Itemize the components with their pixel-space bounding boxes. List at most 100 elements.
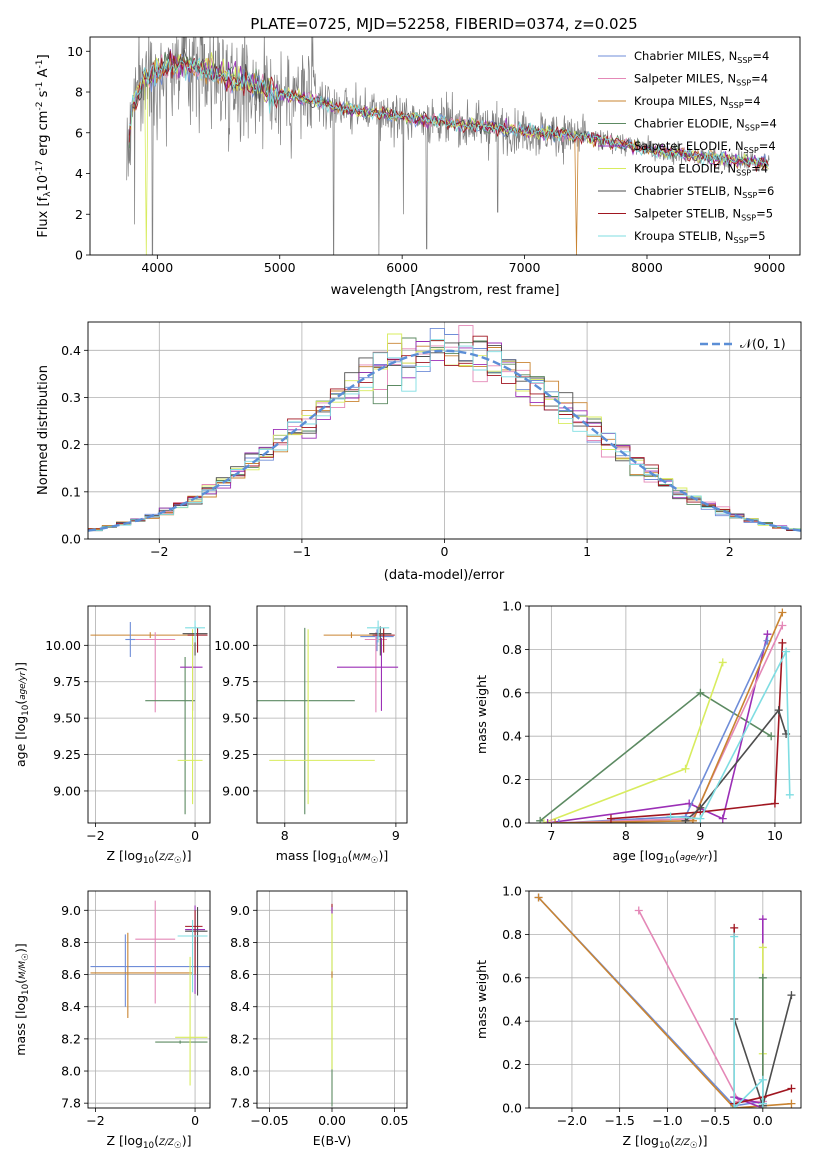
x-tick-label: 4000	[141, 260, 173, 275]
weight-marker	[758, 915, 767, 924]
y-tick-label: 8.0	[230, 1064, 250, 1079]
y-tick-label: 0.0	[502, 1101, 522, 1116]
weight-marker	[536, 816, 545, 823]
weight-marker	[634, 906, 643, 915]
y-tick-label: 0.2	[502, 772, 522, 787]
weight-marker	[718, 658, 727, 667]
weight-marker	[718, 814, 727, 823]
weight-marker	[787, 991, 796, 1000]
legend-entry: Salpeter STELIB, NSSP=5	[634, 207, 773, 223]
weight-marker	[696, 688, 705, 697]
x-tick-label: −1	[293, 544, 311, 559]
weight-marker	[666, 812, 675, 821]
legend-entry: Chabrier STELIB, NSSP=6	[634, 184, 774, 200]
weight-series	[684, 708, 787, 822]
x-tick-label: −2.0	[557, 1113, 587, 1128]
weight-series	[537, 896, 792, 1108]
y-axis-label-group: Flux [fλ10-17 erg cm-2 s-1 A-1]	[35, 54, 53, 237]
x-tick-label: −0.05	[250, 1113, 288, 1128]
x-axis-label: Z [log10(Z/Z☉)]	[106, 848, 191, 866]
x-tick-label: 9000	[753, 260, 785, 275]
x-axis-label: (data-model)/error	[384, 568, 505, 583]
axes-frame	[87, 605, 211, 824]
weight-marker	[534, 893, 543, 902]
y-tick-label: 8.8	[61, 935, 81, 950]
model-spectrum	[128, 57, 769, 167]
plot-area	[536, 608, 794, 823]
x-tick-label: −2	[150, 544, 168, 559]
x-axis-label: age [log10(age/yr)]	[612, 848, 717, 866]
y-tick-label: 0.0	[502, 816, 522, 831]
y-tick-label: 8.2	[230, 1031, 250, 1046]
y-tick-label: 0.2	[502, 1057, 522, 1072]
x-tick-label: 8000	[631, 260, 663, 275]
mass-vs-ebv-panel: −0.05 0.00 0.05 7.8 8.0 8.2 8.4 8.6 8.8 9.0 E(B-V)	[230, 890, 408, 1148]
x-tick-label: −1.5	[604, 1113, 634, 1128]
grid	[257, 606, 407, 823]
weight-marker	[758, 1099, 767, 1108]
weight-marker	[778, 621, 787, 630]
y-axis-label: mass [log10(M/M☉)]	[13, 943, 31, 1055]
plot-area	[88, 325, 801, 532]
y-axis-label: Flux [fλ10-17 erg cm-2 s-1 A-1]	[35, 54, 53, 237]
x-tick-label: 0.0	[753, 1113, 773, 1128]
y-tick-label: 0.6	[502, 685, 522, 700]
legend-entry: Chabrier ELODIE, NSSP=4	[634, 117, 777, 133]
weight-series	[558, 640, 769, 823]
y-tick-label: 8	[75, 85, 83, 100]
x-tick-label: −2	[86, 1113, 104, 1128]
y-axis-label: mass weight	[474, 960, 489, 1039]
weight-marker	[758, 1075, 767, 1084]
weight-marker	[543, 819, 552, 823]
y-tick-label: 10.00	[45, 638, 81, 653]
y-tick-label: 0.1	[61, 484, 81, 499]
x-tick-label: 10	[767, 828, 783, 843]
x-tick-label: 8	[622, 828, 630, 843]
y-tick-label: 4	[75, 166, 83, 181]
y-tick-label: 9.00	[53, 783, 81, 798]
grid	[529, 605, 801, 824]
weight-marker	[539, 819, 548, 823]
weight-marker	[770, 799, 779, 808]
weight-marker	[778, 638, 787, 647]
y-tick-label: 8.4	[230, 999, 250, 1014]
model-spectrum	[128, 51, 769, 172]
x-tick-label: −2	[86, 828, 104, 843]
x-axis-label: mass [log10(M/M☉)]	[276, 848, 388, 866]
y-tick-label: 0.4	[61, 343, 81, 358]
legend-entry: Kroupa MILES, NSSP=4	[634, 94, 761, 110]
y-tick-label: 7.8	[61, 1096, 81, 1111]
axes-frame	[528, 605, 802, 824]
histogram-step	[88, 335, 801, 531]
weight-marker	[547, 819, 556, 823]
model-spectrum	[128, 52, 769, 255]
weight-marker	[551, 819, 560, 823]
y-tick-label: 0.3	[61, 390, 81, 405]
weight-marker	[787, 1084, 796, 1093]
axes-frame	[89, 36, 801, 256]
y-tick-label: 2	[75, 207, 83, 222]
weight-marker	[774, 706, 783, 715]
x-tick-label: 0.00	[318, 1113, 346, 1128]
weight-series	[733, 936, 764, 1108]
y-tick-label: 1.0	[502, 599, 522, 614]
plot-area	[90, 900, 210, 1086]
x-tick-label: 6000	[386, 260, 418, 275]
weight-marker	[730, 932, 739, 941]
axes-frame	[256, 605, 408, 824]
x-axis-label: wavelength [Angstrom, rest frame]	[331, 283, 560, 298]
axes-frame	[528, 890, 802, 1109]
axes-frame	[87, 890, 211, 1109]
x-tick-label: 7	[547, 828, 555, 843]
spectrum-title: PLATE=0725, MJD=52258, FIBERID=0374, z=0…	[250, 15, 637, 33]
x-tick-label: 0	[191, 1113, 199, 1128]
x-axis-label: Z [log10(Z/Z☉)]	[622, 1133, 707, 1151]
legend-entry: Kroupa ELODIE, NSSP=4	[634, 162, 768, 178]
weight-marker	[767, 732, 776, 741]
age-vs-mass-panel: 8 9 9.00 9.25 9.50 9.75 10.00 mass [log10(M/M☉)…	[214, 605, 408, 866]
y-tick-label: 0.4	[502, 1014, 522, 1029]
plot-area	[257, 620, 399, 815]
y-axis-label: mass weight	[474, 675, 489, 754]
y-tick-label: 9.75	[222, 674, 250, 689]
